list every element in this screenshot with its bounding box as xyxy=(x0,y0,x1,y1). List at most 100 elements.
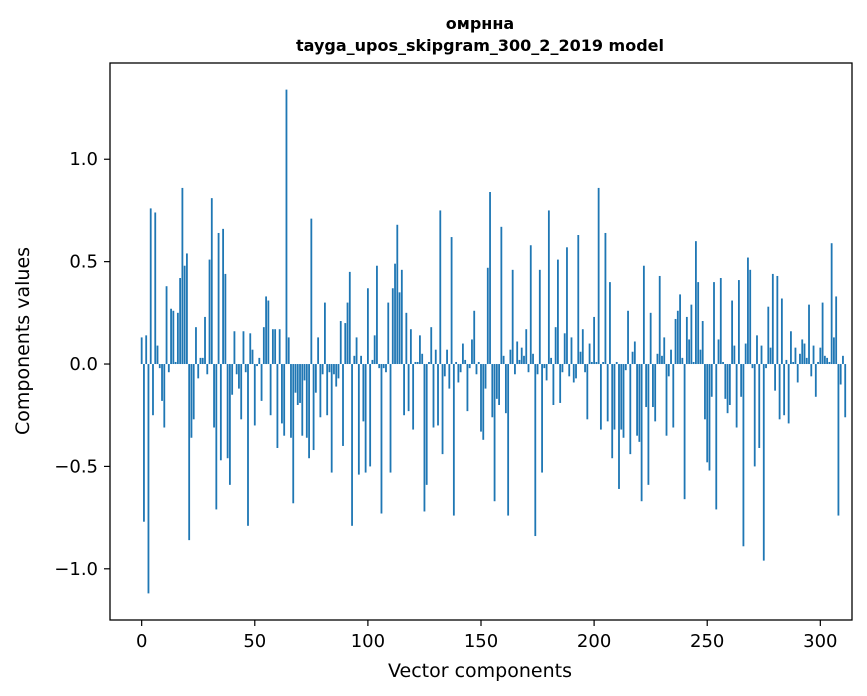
bar xyxy=(649,312,652,365)
bar xyxy=(502,355,505,365)
bar xyxy=(149,208,152,365)
bar xyxy=(602,361,605,365)
bar xyxy=(326,364,329,416)
bar xyxy=(604,232,607,365)
bar xyxy=(810,364,813,377)
bar xyxy=(543,364,546,369)
bar xyxy=(550,357,553,365)
bar xyxy=(701,321,704,365)
bar xyxy=(394,263,396,365)
bar xyxy=(751,364,754,369)
bar xyxy=(799,353,801,365)
bar xyxy=(821,302,824,365)
bar xyxy=(235,364,238,375)
bar xyxy=(477,361,480,365)
bar xyxy=(186,253,188,365)
bar xyxy=(837,364,840,516)
bar xyxy=(740,364,743,397)
bar xyxy=(156,345,159,365)
bar xyxy=(299,364,301,403)
bar xyxy=(163,364,166,428)
bar xyxy=(489,192,491,365)
bar xyxy=(247,364,249,526)
bar xyxy=(541,364,543,473)
chart-subtitle: tayga_upos_skipgram_300_2_2019 model xyxy=(296,36,664,55)
bar xyxy=(534,364,537,537)
bar xyxy=(486,267,489,365)
bar xyxy=(276,364,279,448)
bar xyxy=(830,243,833,365)
bar xyxy=(493,364,496,502)
bar xyxy=(545,364,548,381)
bar xyxy=(251,349,254,365)
bar xyxy=(285,89,288,365)
bar xyxy=(590,361,593,365)
bar xyxy=(801,339,804,365)
bar xyxy=(208,259,211,365)
bar xyxy=(719,278,722,365)
bar xyxy=(446,349,448,365)
x-tick-label: 50 xyxy=(243,631,266,652)
bar xyxy=(437,364,439,426)
bar xyxy=(819,347,822,365)
bar xyxy=(457,364,460,383)
bar xyxy=(421,353,424,365)
bar xyxy=(523,355,525,365)
bar xyxy=(423,364,426,512)
bar xyxy=(464,359,467,365)
bar xyxy=(217,232,220,365)
bar xyxy=(728,364,731,405)
bar xyxy=(672,364,675,428)
bar xyxy=(274,329,277,365)
bar xyxy=(238,364,240,389)
bar xyxy=(391,288,394,365)
bar xyxy=(844,364,847,418)
bar xyxy=(808,304,810,365)
bar xyxy=(744,343,747,365)
bar xyxy=(290,364,292,438)
bar xyxy=(303,364,306,381)
bar xyxy=(611,364,614,459)
bar xyxy=(188,364,191,541)
bar xyxy=(281,364,283,424)
bar xyxy=(434,349,437,365)
bar xyxy=(570,337,573,365)
bar xyxy=(575,364,577,379)
bar xyxy=(737,280,740,365)
bar xyxy=(731,300,734,365)
bar xyxy=(638,364,641,442)
y-tick-label: −1.0 xyxy=(54,559,98,580)
bar xyxy=(473,310,476,365)
bar xyxy=(145,335,148,365)
bar xyxy=(195,327,197,365)
bar xyxy=(204,316,206,365)
bars-group xyxy=(140,89,847,594)
bar xyxy=(192,364,195,420)
y-tick-label: 0.5 xyxy=(69,252,98,273)
x-tick-label: 200 xyxy=(577,631,611,652)
bar xyxy=(762,364,765,561)
bar xyxy=(292,364,295,504)
bar xyxy=(468,364,471,369)
bar xyxy=(258,357,261,365)
bar xyxy=(498,364,500,405)
bar xyxy=(733,345,736,365)
bar xyxy=(344,323,347,365)
bar xyxy=(726,364,729,414)
bar xyxy=(482,364,485,440)
bar xyxy=(385,364,387,373)
bar xyxy=(213,364,215,428)
bar xyxy=(376,265,378,365)
bar xyxy=(328,364,331,373)
bar xyxy=(346,302,349,365)
bar xyxy=(792,361,795,365)
bar xyxy=(312,364,315,451)
bar xyxy=(222,228,225,365)
bar xyxy=(588,343,591,365)
bar xyxy=(360,355,363,365)
bar xyxy=(380,364,383,514)
bar xyxy=(812,345,815,365)
bar xyxy=(695,241,697,365)
x-tick-label: 0 xyxy=(136,631,147,652)
